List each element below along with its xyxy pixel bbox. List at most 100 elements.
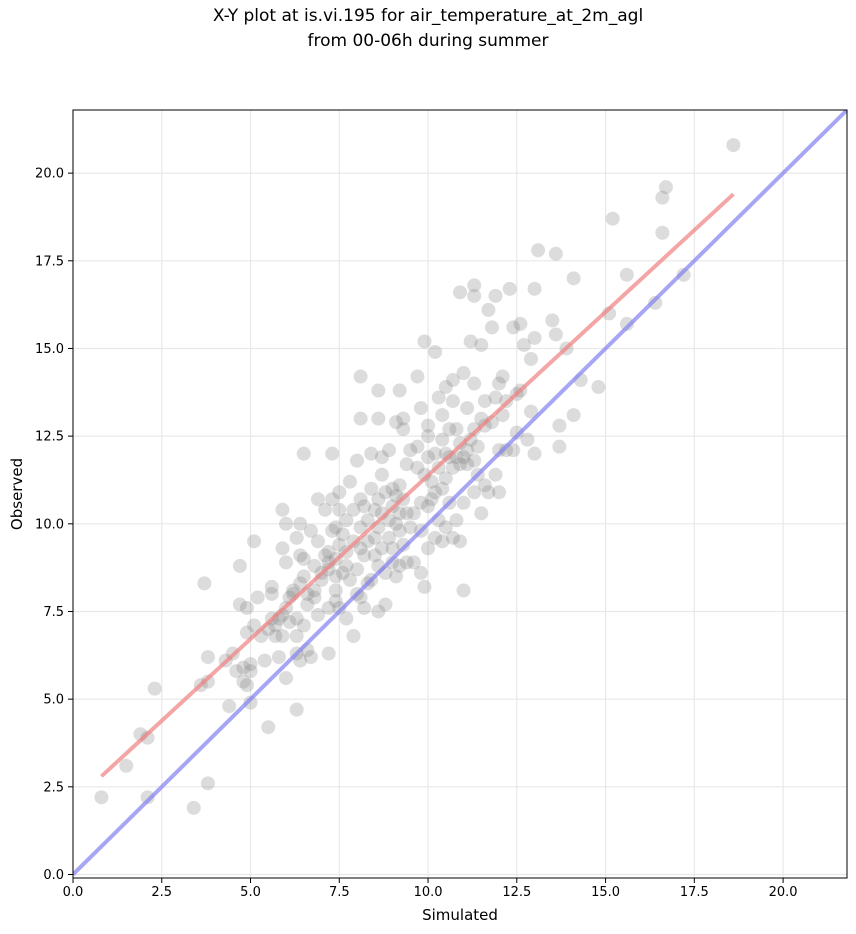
data-point [328, 593, 343, 608]
data-point [328, 520, 343, 535]
data-point [456, 583, 471, 598]
data-point [289, 611, 304, 626]
data-point [364, 446, 379, 461]
data-point [438, 380, 453, 395]
y-tick-label: 10.0 [35, 517, 64, 532]
data-point [548, 246, 563, 261]
data-point [410, 369, 425, 384]
data-point [552, 418, 567, 433]
data-point [406, 506, 421, 521]
data-point [236, 674, 251, 689]
data-point [463, 432, 478, 447]
data-point [484, 320, 499, 335]
data-point [279, 516, 294, 531]
data-point [367, 530, 382, 545]
data-point [332, 537, 347, 552]
data-point [474, 506, 489, 521]
data-point [499, 443, 514, 458]
data-point [335, 565, 350, 580]
data-point [321, 600, 336, 615]
data-point [353, 492, 368, 507]
data-point [239, 678, 254, 693]
data-point [332, 485, 347, 500]
data-point [140, 730, 155, 745]
data-point [424, 474, 439, 489]
data-point [428, 344, 443, 359]
data-point [392, 523, 407, 538]
data-point [389, 415, 404, 430]
data-point [385, 555, 400, 570]
data-point [548, 327, 563, 342]
data-point [406, 555, 421, 570]
data-point [289, 530, 304, 545]
data-point [186, 800, 201, 815]
data-point [428, 485, 443, 500]
data-point [421, 499, 436, 514]
data-point [321, 544, 336, 559]
data-point [328, 569, 343, 584]
data-point [481, 485, 496, 500]
data-point [467, 288, 482, 303]
data-point [456, 450, 471, 465]
data-point [353, 541, 368, 556]
data-point [488, 467, 503, 482]
data-point [342, 572, 357, 587]
data-point [488, 288, 503, 303]
data-point [293, 516, 308, 531]
data-point [296, 618, 311, 633]
regression-line [100, 192, 735, 778]
data-point [513, 316, 528, 331]
data-point [396, 411, 411, 426]
data-point [410, 439, 425, 454]
data-point [676, 267, 691, 282]
data-point [385, 481, 400, 496]
data-point [289, 629, 304, 644]
data-point [268, 629, 283, 644]
data-point [310, 492, 325, 507]
data-point [303, 650, 318, 665]
data-point [279, 671, 294, 686]
data-point [247, 534, 262, 549]
data-point [385, 541, 400, 556]
data-point [417, 467, 432, 482]
data-point [477, 394, 492, 409]
data-point [392, 558, 407, 573]
data-point [467, 485, 482, 500]
data-point [275, 502, 290, 517]
data-point [339, 513, 354, 528]
x-tick-label: 15.0 [591, 885, 620, 900]
data-point [435, 534, 450, 549]
data-point [243, 664, 258, 679]
data-point [396, 422, 411, 437]
data-point [445, 373, 460, 388]
data-point [268, 618, 283, 633]
data-point [413, 565, 428, 580]
data-point [413, 495, 428, 510]
chart-title-line-2: from 00-06h during summer [307, 31, 549, 51]
data-point [342, 474, 357, 489]
data-point [445, 394, 460, 409]
data-point [318, 502, 333, 517]
data-point [421, 450, 436, 465]
data-point [381, 443, 396, 458]
data-point [200, 650, 215, 665]
data-point [449, 513, 464, 528]
data-point [389, 516, 404, 531]
data-point [566, 271, 581, 286]
data-point [147, 681, 162, 696]
data-point [410, 460, 425, 475]
data-point [655, 190, 670, 205]
data-point [257, 653, 272, 668]
data-point [399, 457, 414, 472]
x-tick-label: 0.0 [63, 885, 84, 900]
x-axis-label: Simulated [422, 906, 498, 924]
data-point [421, 541, 436, 556]
x-tick-label: 5.0 [240, 885, 261, 900]
x-tick-label: 2.5 [151, 885, 172, 900]
data-point [332, 600, 347, 615]
data-point [545, 313, 560, 328]
data-point [310, 607, 325, 622]
data-point [531, 243, 546, 258]
data-point [94, 790, 109, 805]
data-point [378, 597, 393, 612]
